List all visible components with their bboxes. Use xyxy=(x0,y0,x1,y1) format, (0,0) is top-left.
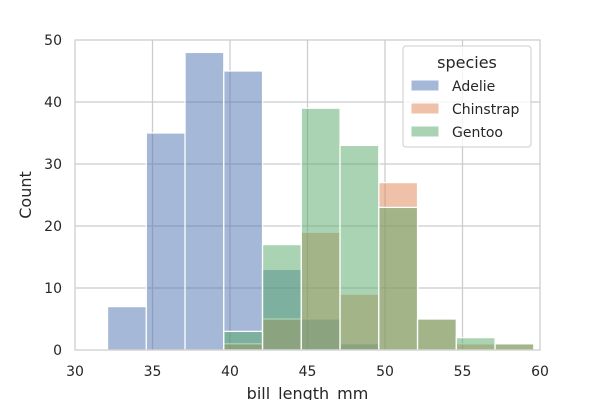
legend-swatch-adelie xyxy=(410,79,440,92)
tick-labels: 30 35 40 45 50 55 60 0 10 20 30 40 50 xyxy=(44,33,549,380)
legend-label-gentoo: Gentoo xyxy=(452,125,503,141)
legend-label-adelie: Adelie xyxy=(452,79,495,95)
legend-title: species xyxy=(437,53,497,72)
y-tick-label: 50 xyxy=(44,33,62,49)
y-tick-label: 40 xyxy=(44,95,62,111)
legend-items: Adelie Chinstrap Gentoo xyxy=(410,79,520,141)
bar-adelie xyxy=(106,305,147,351)
bar-gentoo xyxy=(223,330,264,351)
legend: species Adelie Chinstrap Gentoo xyxy=(402,45,532,148)
x-tick-label: 35 xyxy=(144,364,162,380)
x-tick-label: 45 xyxy=(299,364,317,380)
bars xyxy=(106,51,535,351)
x-tick-label: 30 xyxy=(66,364,84,380)
legend-swatch-gentoo xyxy=(410,125,440,138)
y-tick-label: 20 xyxy=(44,219,62,235)
plot-frame xyxy=(74,39,541,351)
bar-gentoo xyxy=(261,243,302,351)
x-tick-label: 55 xyxy=(454,364,472,380)
bar-gentoo xyxy=(339,144,380,351)
bar-gentoo xyxy=(416,318,457,351)
legend-swatch-chinstrap xyxy=(410,102,440,115)
y-tick-label: 0 xyxy=(53,343,62,359)
y-tick-label: 10 xyxy=(44,281,62,297)
y-tick-label: 30 xyxy=(44,157,62,173)
bar-gentoo xyxy=(494,343,535,351)
y-axis-label: Count xyxy=(16,171,35,219)
bar-gentoo xyxy=(300,107,341,351)
x-axis-label: bill_length_mm xyxy=(247,384,369,400)
bar-adelie xyxy=(145,132,186,351)
bar-adelie xyxy=(223,70,264,351)
x-tick-label: 60 xyxy=(531,364,549,380)
x-tick-label: 50 xyxy=(376,364,394,380)
x-tick-label: 40 xyxy=(221,364,239,380)
bar-gentoo xyxy=(455,336,496,351)
bar-gentoo xyxy=(378,206,419,351)
legend-frame xyxy=(402,45,532,148)
bar-adelie xyxy=(184,51,225,351)
legend-label-chinstrap: Chinstrap xyxy=(452,102,520,118)
